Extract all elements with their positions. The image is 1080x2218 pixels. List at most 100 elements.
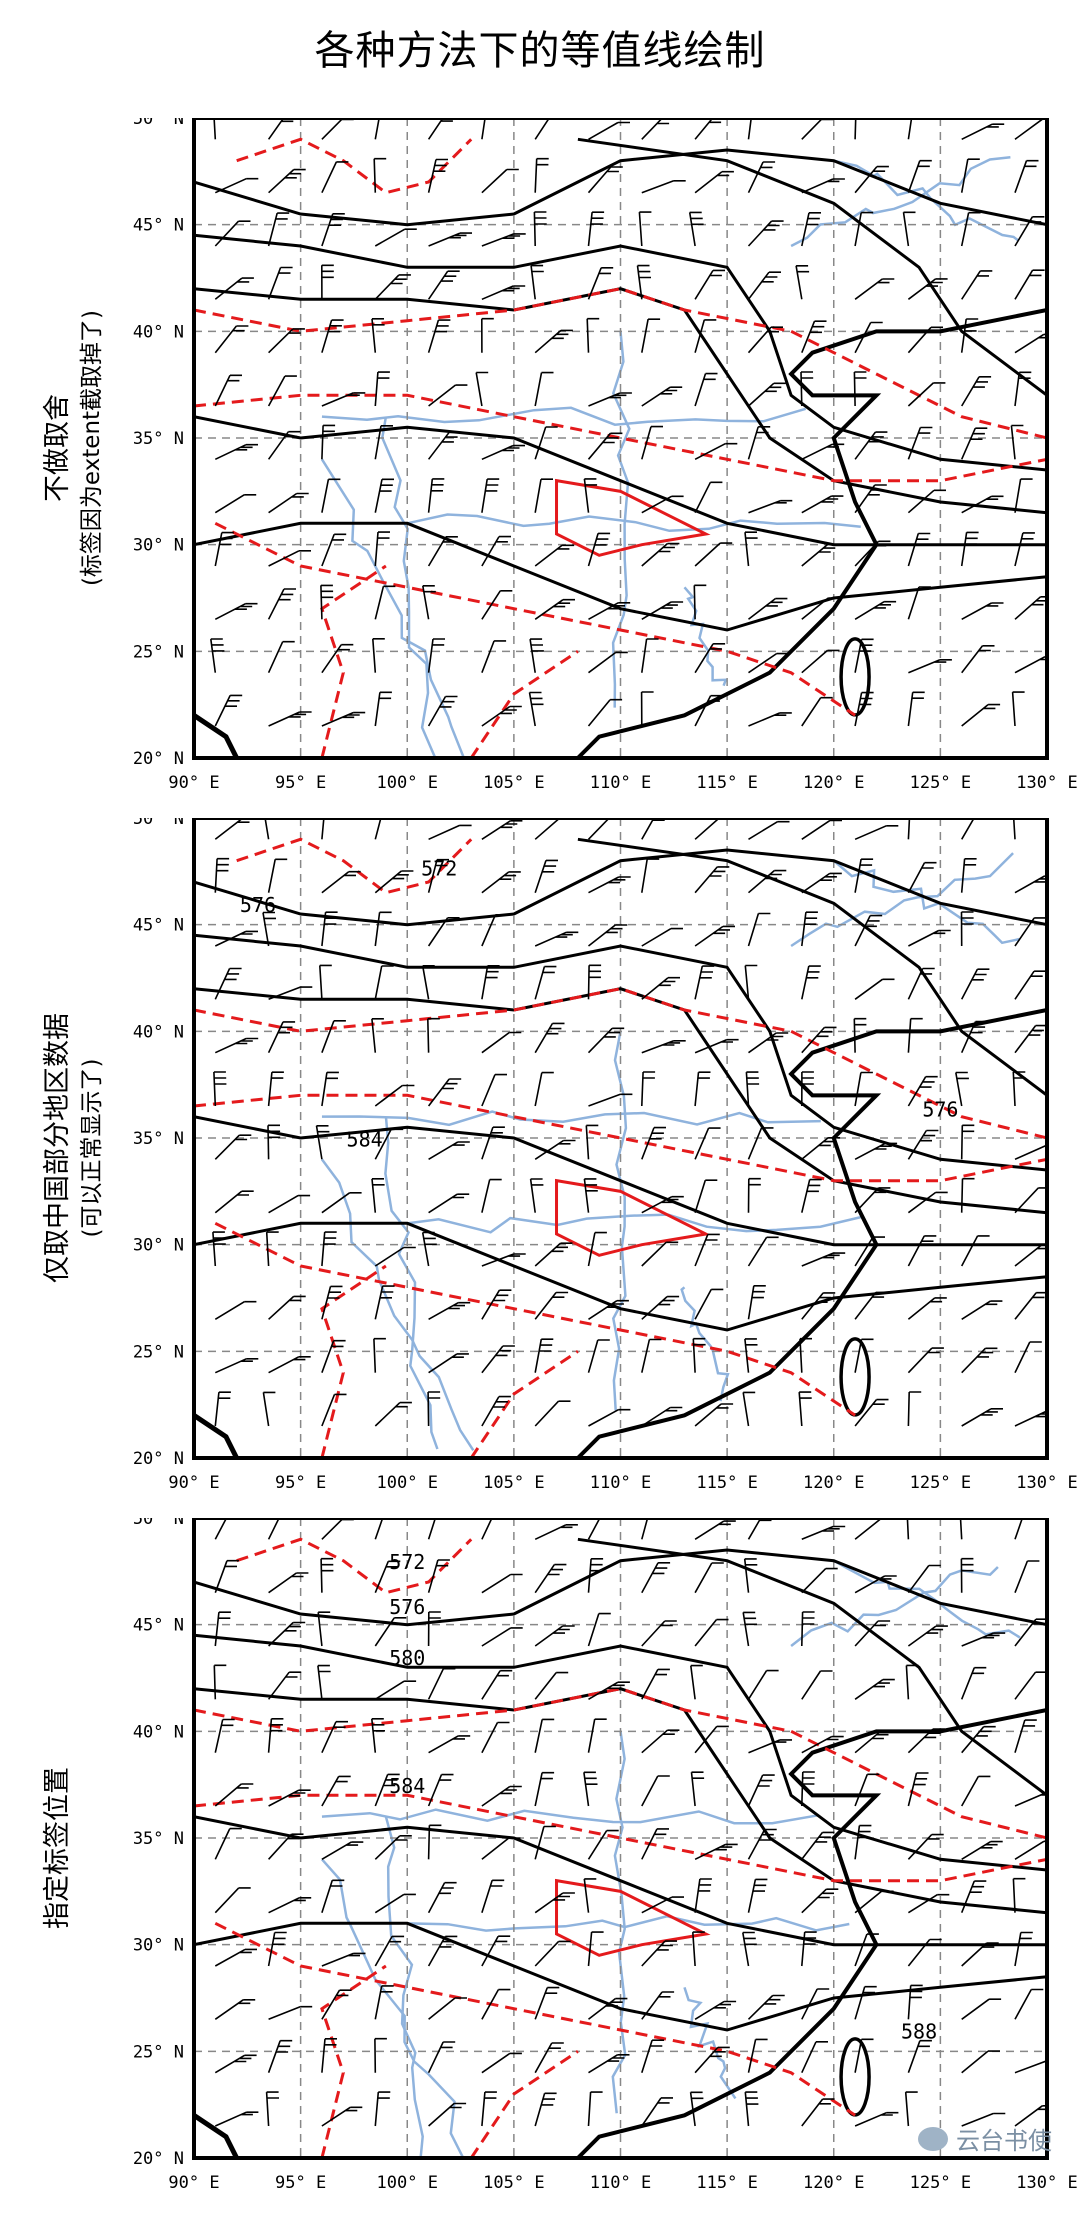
wind-barb (321, 1720, 348, 1754)
wind-barb (1014, 1410, 1047, 1427)
wind-barb (748, 1739, 792, 1754)
wind-barb (1014, 2060, 1047, 2074)
wind-barb (692, 1337, 706, 1373)
wind-barb (534, 1625, 575, 1647)
wind-barb (268, 986, 313, 1001)
geopotential-line (194, 1815, 1047, 1947)
wind-barb (481, 1573, 523, 1594)
wind-barb (801, 178, 845, 194)
wind-barb (747, 382, 786, 407)
wind-barb (747, 118, 753, 140)
wind-barb (801, 1178, 822, 1213)
wind-barb (321, 1518, 354, 1540)
lon-tick-label: 115° E (696, 773, 757, 793)
wind-barb (374, 1617, 407, 1647)
wind-barb (694, 2000, 737, 2020)
contour-label: 576 (922, 1098, 958, 1122)
lon-tick-label: 95° E (275, 773, 326, 793)
wind-barb (213, 1071, 227, 1107)
wind-barb (854, 1773, 880, 1807)
temperature-line (194, 1793, 1047, 1883)
wind-barb (214, 1190, 254, 1214)
wind-barb (373, 157, 387, 193)
wind-barb (374, 965, 394, 1000)
contour-label: 584 (389, 1774, 425, 1798)
wind-barb (421, 965, 435, 1000)
contour-label: 588 (901, 2020, 937, 2044)
lat-tick-label: 25° N (133, 2042, 184, 2062)
wind-barb (907, 118, 924, 140)
wind-barb (694, 1179, 718, 1213)
wind-barb (801, 1252, 846, 1267)
wind-barb (747, 1994, 785, 2020)
wind-barb (801, 320, 827, 353)
river-line (321, 1858, 465, 2158)
wind-barb (481, 317, 494, 353)
temperature-line (194, 393, 1047, 483)
wind-barb (907, 326, 943, 354)
wind-barb (907, 1297, 947, 1320)
wind-barb (427, 1611, 441, 1647)
wind-barb (1014, 1719, 1037, 1753)
wind-barb (747, 1177, 761, 1213)
wind-barb (694, 442, 738, 461)
wind-barb (374, 585, 396, 620)
watermark: 云台书使 (918, 2121, 1052, 2156)
wind-barb (428, 232, 472, 247)
wind-barb (534, 1563, 567, 1594)
wind-barb (267, 212, 290, 247)
coastline (576, 1008, 1047, 1458)
wind-barb (801, 696, 833, 727)
wind-barb (374, 425, 393, 460)
wind-barb (534, 598, 575, 620)
wind-barb (694, 925, 735, 947)
wind-barb (529, 638, 544, 673)
wind-barb (854, 825, 899, 841)
wind-barb (427, 158, 448, 193)
geopotential-line (194, 521, 1047, 632)
map-panel-2: 572 576 584 576 50° N 45° N 40° N 35° N 30° N 25°… (133, 818, 1078, 1493)
wind-barb (801, 2041, 828, 2074)
wind-barb (475, 371, 489, 407)
wind-barb (801, 1611, 815, 1647)
wind-barb (641, 542, 680, 567)
lon-tick-label: 110° E (590, 773, 651, 793)
wind-barb (267, 1021, 296, 1054)
wind-barb (960, 1124, 975, 1160)
lon-tick-label: 120° E (803, 1473, 864, 1493)
wind-barb (587, 211, 605, 247)
lat-tick-label: 40° N (133, 322, 184, 342)
wind-barb (267, 430, 301, 460)
wind-barb (854, 914, 883, 947)
wind-barb (744, 964, 758, 1000)
wind-barb (799, 1337, 812, 1373)
wind-barb (641, 1940, 677, 1967)
wind-barb (427, 638, 445, 673)
wind-barb (747, 2038, 768, 2073)
lat-tick-label: 40° N (133, 1022, 184, 1042)
wind-barb (534, 1400, 571, 1427)
wind-barb (267, 640, 295, 674)
wind-barb (801, 1292, 836, 1320)
wind-barb (214, 531, 234, 567)
wind-barb (374, 911, 392, 947)
wind-barb (587, 432, 623, 460)
wind-barb (641, 180, 686, 194)
wind-barb (1014, 333, 1047, 354)
wind-barb (1014, 970, 1047, 1000)
wind-barb (427, 1773, 454, 1807)
wind-barb (321, 643, 354, 674)
wind-barb (262, 911, 276, 947)
wind-barb (641, 118, 674, 140)
wind-barb (694, 643, 726, 674)
wind-barb (801, 1735, 844, 1754)
wind-barb (1010, 424, 1024, 460)
contour-label: 572 (389, 1550, 425, 1574)
wind-barb (1014, 1291, 1047, 1320)
wind-barb (427, 858, 449, 893)
wind-barb (907, 586, 931, 620)
wind-barb (744, 531, 758, 567)
wind-barb (960, 1177, 975, 1213)
wind-barb (902, 211, 916, 247)
wind-barb (587, 818, 611, 840)
